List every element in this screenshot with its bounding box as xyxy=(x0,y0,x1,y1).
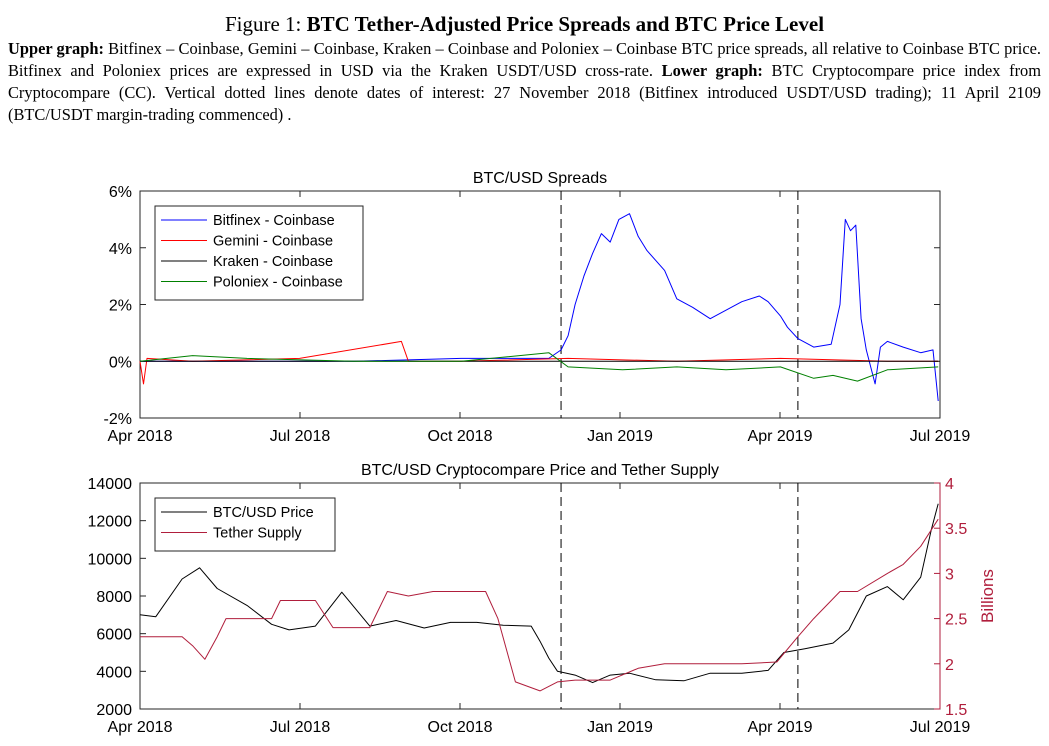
figure-description: Upper graph: Bitfinex – Coinbase, Gemini… xyxy=(8,38,1041,126)
x-tick-label: Jul 2018 xyxy=(270,428,331,445)
x-tick-label: Oct 2018 xyxy=(428,719,493,736)
series-line-poloniex-coinbase xyxy=(139,352,939,382)
y-tick-label: 10000 xyxy=(88,551,133,568)
chart-title: BTC/USD Cryptocompare Price and Tether S… xyxy=(361,462,719,479)
y2-tick-label: 2.5 xyxy=(945,612,967,629)
x-tick-label: Apr 2019 xyxy=(748,719,813,736)
figure-title-text: BTC Tether-Adjusted Price Spreads and BT… xyxy=(306,12,825,36)
legend-label: Bitfinex - Coinbase xyxy=(213,213,335,229)
y-tick-label: 6000 xyxy=(96,627,132,644)
legend-label: BTC/USD Price xyxy=(213,505,314,521)
y-tick-label: 2000 xyxy=(96,702,132,719)
x-tick-label: Jan 2019 xyxy=(587,428,653,445)
lower-graph-lead: Lower graph: xyxy=(661,61,763,80)
y-tick-label: 4% xyxy=(109,241,132,258)
x-tick-label: Jul 2019 xyxy=(910,719,971,736)
legend-box xyxy=(154,497,336,552)
y2-tick-label: 3.5 xyxy=(945,521,967,538)
chart-title: BTC/USD Spreads xyxy=(473,170,607,187)
series-line-bitfinex-coinbase xyxy=(140,213,939,402)
figure-title: Figure 1: BTC Tether-Adjusted Price Spre… xyxy=(8,10,1041,38)
series-line-btc-usd-price xyxy=(139,503,939,684)
x-tick-label: Oct 2018 xyxy=(428,428,493,445)
y-tick-label: 2% xyxy=(109,298,132,315)
legend-label: Gemini - Coinbase xyxy=(213,234,333,250)
chart-2 xyxy=(139,482,941,710)
y2-tick-label: 2 xyxy=(945,657,954,674)
y-tick-label: 4000 xyxy=(96,664,132,681)
y-tick-label: 14000 xyxy=(88,476,133,493)
x-tick-label: Apr 2019 xyxy=(748,428,813,445)
upper-graph-lead: Upper graph: xyxy=(8,39,104,58)
x-tick-label: Jul 2019 xyxy=(910,428,971,445)
y-tick-label: 0% xyxy=(109,354,132,371)
x-tick-label: Jul 2018 xyxy=(270,719,331,736)
figure-label: Figure 1: xyxy=(224,12,302,36)
x-tick-label: Apr 2018 xyxy=(108,719,173,736)
y-tick-label: 6% xyxy=(109,184,132,201)
y-tick-label: -2% xyxy=(104,411,132,428)
legend-label: Poloniex - Coinbase xyxy=(213,275,343,291)
y-tick-label: 12000 xyxy=(88,514,133,531)
legend-label: Tether Supply xyxy=(213,526,302,542)
x-tick-label: Jan 2019 xyxy=(587,719,653,736)
figure-caption: Figure 1: BTC Tether-Adjusted Price Spre… xyxy=(8,10,1041,126)
chart-1 xyxy=(139,190,941,419)
legend-box xyxy=(154,205,364,301)
upper-graph-text: Bitfinex – Coinbase, Gemini – Coinbase, … xyxy=(8,39,1041,80)
series-line-tether-supply xyxy=(140,518,939,692)
legend-label: Kraken - Coinbase xyxy=(213,254,333,270)
lower-graph-text: BTC Cryptocompare price index from Crypt… xyxy=(8,61,1042,124)
y2-tick-label: 1.5 xyxy=(945,702,967,719)
y2-axis-label: Billions xyxy=(978,569,997,623)
y2-tick-label: 3 xyxy=(945,566,954,583)
y-tick-label: 8000 xyxy=(96,589,132,606)
y2-tick-label: 4 xyxy=(945,476,954,493)
x-tick-label: Apr 2018 xyxy=(108,428,173,445)
